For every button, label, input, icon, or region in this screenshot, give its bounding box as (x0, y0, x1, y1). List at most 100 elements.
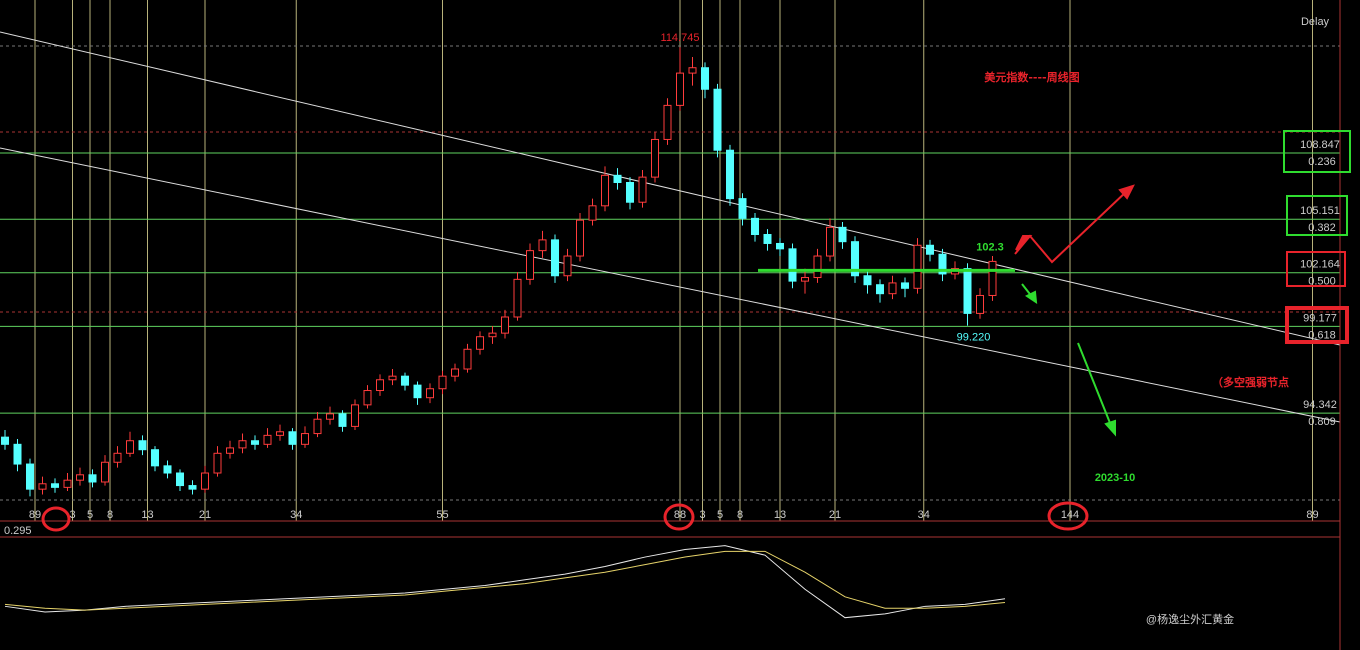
level-price: 105.151 (1300, 205, 1340, 217)
candle-body (63, 479, 72, 488)
x-tick-label: 8 (107, 509, 113, 521)
candle-body (313, 418, 322, 435)
candle-body (263, 434, 272, 445)
candle-body (538, 239, 547, 252)
candle-body (801, 277, 809, 282)
candle-body (1, 436, 9, 445)
level-price: 99.177 (1303, 312, 1337, 324)
candle-body (488, 332, 497, 338)
candle-layer (1, 47, 997, 497)
candle-body (663, 104, 672, 140)
x-tick-label: 88 (674, 509, 686, 521)
candle-body (163, 465, 172, 474)
highlight-circle (663, 503, 695, 531)
candle-body (726, 149, 734, 200)
candle-body (676, 72, 684, 106)
level-box (1286, 195, 1348, 236)
macd-dea-line (4, 550, 1006, 611)
highlight-circle (1047, 501, 1089, 531)
candle-body (326, 413, 334, 420)
candle-body (338, 413, 347, 427)
candle-body (226, 447, 234, 454)
candle-body (763, 234, 772, 244)
candle-body (988, 260, 997, 296)
candle-body (976, 294, 984, 314)
candle-body (363, 390, 372, 406)
arrow-head (1104, 419, 1116, 437)
candle-body (188, 485, 197, 490)
macd-panel: 0.295 (4, 525, 1006, 619)
candle-body (826, 226, 834, 257)
candle-body (813, 255, 822, 279)
candle-body (713, 88, 722, 151)
level-box (1286, 251, 1346, 287)
candle-body (463, 348, 472, 370)
candle-body (426, 388, 434, 399)
candle-body (113, 452, 122, 463)
level-ratio: 0.236 (1308, 156, 1336, 168)
candle-body (776, 242, 784, 250)
arrow-head (1025, 290, 1038, 305)
chart-title: 美元指数----周线图 (984, 70, 1079, 84)
candle-body (88, 474, 97, 483)
candle-body (888, 282, 897, 295)
candle-body (526, 250, 534, 280)
candle-body (913, 244, 922, 289)
level-box (1285, 306, 1349, 344)
x-tick-label: 5 (717, 509, 723, 521)
candle-body (13, 443, 22, 465)
candle-body (701, 67, 709, 90)
candle-body (851, 241, 859, 277)
candle-body (26, 463, 34, 490)
candle-body (513, 278, 522, 318)
candle-body (613, 174, 622, 183)
trend-line (0, 31, 1341, 346)
candle-body (288, 431, 297, 445)
level-price: 94.342 (1303, 399, 1337, 411)
candle-body (401, 375, 409, 386)
candle-body (51, 483, 59, 488)
level-ratio: 0.809 (1308, 416, 1336, 428)
candle-body (101, 461, 109, 483)
candle-body (863, 275, 872, 286)
x-tick-label: 144 (1061, 509, 1079, 521)
red-arrow (1014, 189, 1129, 264)
low-label: 99.220 (957, 332, 991, 344)
candle-body (551, 239, 559, 277)
candle-body (688, 67, 697, 74)
candle-body (138, 440, 147, 451)
status-label: Delay (1301, 16, 1330, 28)
annotation-arrows (1014, 184, 1135, 437)
candle-body (838, 226, 847, 243)
candle-body (501, 316, 509, 334)
x-tick-label: 21 (829, 509, 841, 521)
candle-body (788, 248, 797, 282)
candle-body (588, 205, 597, 221)
high-label: 114.745 (661, 32, 700, 44)
candle-body (901, 282, 909, 289)
x-tick-label: 3 (699, 509, 705, 521)
candle-body (376, 379, 384, 392)
x-tick-label: 55 (436, 509, 448, 521)
level-price: 102.164 (1300, 259, 1340, 271)
candle-body (276, 431, 284, 436)
candle-body (601, 174, 609, 207)
candle-body (38, 483, 47, 490)
target-label: 2023-10 (1095, 472, 1135, 484)
candle-body (351, 404, 359, 427)
candle-body (388, 375, 397, 381)
arrow-head (1015, 235, 1033, 251)
candle-body (651, 138, 659, 178)
candle-body (438, 375, 447, 390)
candle-body (638, 176, 647, 203)
highlight-circle (41, 506, 71, 532)
x-tick-label: 13 (141, 509, 153, 521)
macd-scale-label: 0.295 (4, 525, 32, 537)
x-tick-label: 89 (1306, 509, 1318, 521)
node-label: （多空强弱节点 (1212, 375, 1289, 389)
candle-body (963, 268, 972, 314)
candle-body (476, 336, 484, 350)
candle-body (126, 440, 134, 454)
candle-body (213, 452, 222, 474)
x-tick-label: 34 (918, 509, 930, 521)
